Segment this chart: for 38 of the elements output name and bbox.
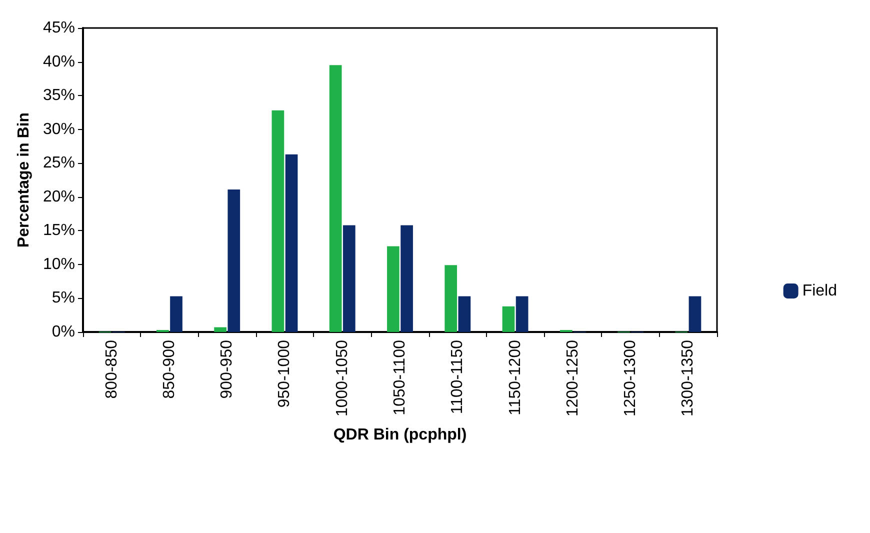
y-tick-label: 30% xyxy=(42,120,75,138)
x-tick-label: 1150-1200 xyxy=(506,340,524,416)
y-tick-label: 45% xyxy=(42,20,75,36)
x-tick-label: 1300-1350 xyxy=(680,340,697,417)
bar xyxy=(228,189,240,332)
y-tick-label: 10% xyxy=(42,256,75,273)
bar xyxy=(400,225,413,332)
bar xyxy=(342,225,356,332)
x-tick-label: 800-850 xyxy=(103,340,120,399)
x-axis-title: QDR Bin (pcphpl) xyxy=(333,426,467,444)
y-tick-label: 5% xyxy=(52,290,75,307)
bar xyxy=(387,246,400,332)
x-tick-label: 1200-1250 xyxy=(564,340,582,417)
y-tick-label: 20% xyxy=(42,188,75,206)
y-axis-title: Percentage in Bin xyxy=(16,112,33,248)
bar xyxy=(444,265,458,332)
y-tick-label: 40% xyxy=(42,53,75,70)
x-tick-label: 1250-1300 xyxy=(622,340,640,417)
x-tick-label: 950-1000 xyxy=(276,340,294,408)
bar xyxy=(285,154,298,332)
x-tick-label: 1000-1050 xyxy=(334,340,351,417)
bar xyxy=(329,65,342,332)
x-tick-label: 850-900 xyxy=(160,340,178,399)
bar xyxy=(502,306,515,332)
bar xyxy=(688,296,702,332)
x-tick-label: 1100-1150 xyxy=(449,340,466,414)
x-tick-label: 1050-1100 xyxy=(392,340,408,416)
x-tick-label: 900-950 xyxy=(218,340,236,399)
bar xyxy=(214,327,226,332)
bar xyxy=(170,296,182,332)
bar xyxy=(458,296,471,332)
bar xyxy=(516,296,528,332)
y-tick-label: 15% xyxy=(42,222,75,240)
y-tick-label: 0% xyxy=(52,324,75,340)
y-tick-label: 25% xyxy=(42,154,75,172)
y-tick-label: 35% xyxy=(42,87,75,104)
legend-label: Field xyxy=(802,282,838,300)
bar xyxy=(272,110,284,332)
